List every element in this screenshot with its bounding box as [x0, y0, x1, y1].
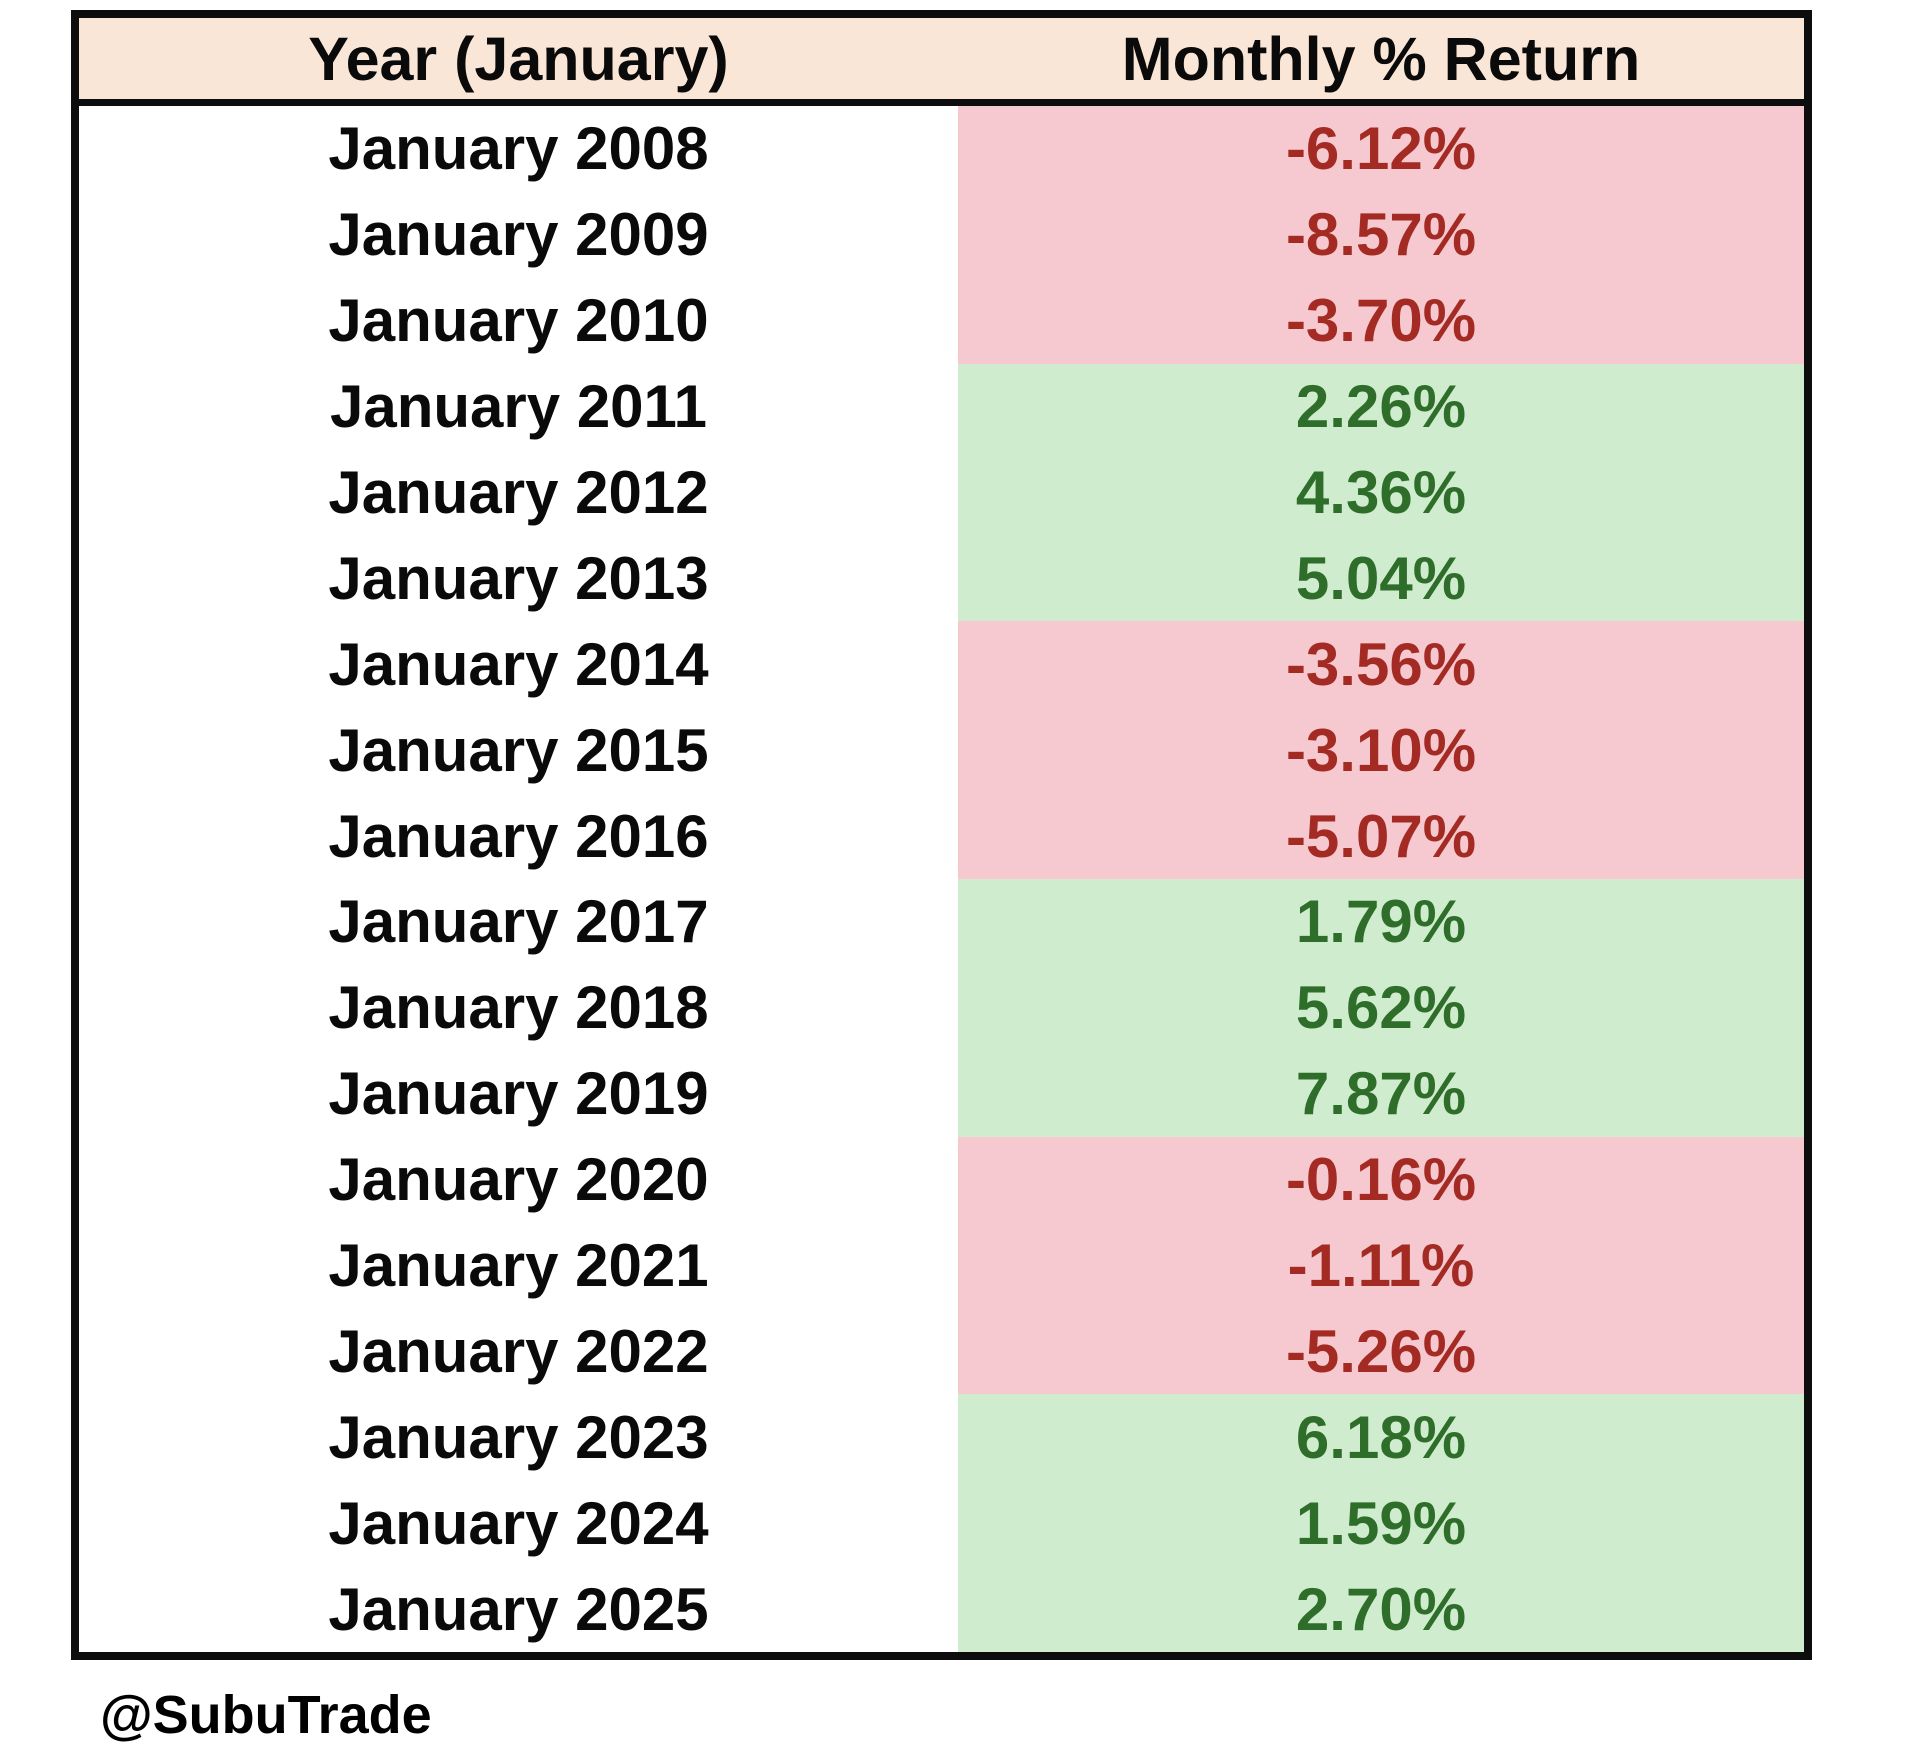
return-cell: 7.87%: [958, 1050, 1804, 1137]
year-cell: January 2008: [79, 106, 958, 192]
year-cell: January 2018: [79, 964, 958, 1051]
return-cell: 6.18%: [958, 1394, 1804, 1481]
table-row: January 2008 -6.12%: [79, 106, 1804, 192]
table-body: January 2008 -6.12% January 2009 -8.57% …: [79, 106, 1804, 1653]
return-cell: 5.04%: [958, 535, 1804, 622]
year-cell: January 2024: [79, 1480, 958, 1567]
year-cell: January 2010: [79, 277, 958, 364]
year-cell: January 2023: [79, 1394, 958, 1481]
year-cell: January 2016: [79, 793, 958, 880]
table-row: January 2010 -3.70%: [79, 277, 1804, 364]
table-row: January 2020 -0.16%: [79, 1136, 1804, 1223]
table-header-row: Year (January) Monthly % Return: [79, 18, 1804, 106]
table-row: January 2016 -5.07%: [79, 793, 1804, 880]
table-row: January 2021 -1.11%: [79, 1222, 1804, 1309]
return-cell: 2.26%: [958, 363, 1804, 450]
table-row: January 2024 1.59%: [79, 1480, 1804, 1567]
year-cell: January 2015: [79, 707, 958, 794]
return-cell: -3.10%: [958, 707, 1804, 794]
table-row: January 2018 5.62%: [79, 964, 1804, 1051]
table-row: January 2012 4.36%: [79, 449, 1804, 536]
table-row: January 2013 5.04%: [79, 535, 1804, 622]
year-cell: January 2022: [79, 1308, 958, 1395]
table-row: January 2014 -3.56%: [79, 621, 1804, 708]
year-cell: January 2009: [79, 191, 958, 278]
table-row: January 2019 7.87%: [79, 1050, 1804, 1137]
year-cell: January 2017: [79, 879, 958, 965]
return-cell: -8.57%: [958, 191, 1804, 278]
return-cell: -0.16%: [958, 1136, 1804, 1223]
year-cell: January 2025: [79, 1566, 958, 1653]
year-cell: January 2019: [79, 1050, 958, 1137]
table-row: January 2009 -8.57%: [79, 191, 1804, 278]
table-row: January 2022 -5.26%: [79, 1308, 1804, 1395]
return-cell: -6.12%: [958, 106, 1804, 192]
table-row: January 2017 1.79%: [79, 879, 1804, 965]
table-row: January 2025 2.70%: [79, 1566, 1804, 1653]
return-cell: 5.62%: [958, 964, 1804, 1051]
return-cell: 1.79%: [958, 879, 1804, 965]
monthly-return-table: Year (January) Monthly % Return January …: [71, 10, 1812, 1661]
return-cell: 1.59%: [958, 1480, 1804, 1567]
year-column-header: Year (January): [308, 24, 729, 93]
return-cell: -1.11%: [958, 1222, 1804, 1309]
return-cell: -5.07%: [958, 793, 1804, 880]
year-cell: January 2020: [79, 1136, 958, 1223]
year-cell: January 2013: [79, 535, 958, 622]
return-cell: 2.70%: [958, 1566, 1804, 1653]
return-cell: -3.56%: [958, 621, 1804, 708]
table-row: January 2023 6.18%: [79, 1394, 1804, 1481]
return-column-header: Monthly % Return: [1121, 24, 1641, 93]
table-row: January 2015 -3.10%: [79, 707, 1804, 794]
watermark-handle: @SubuTrade: [100, 1685, 432, 1745]
table-row: January 2011 2.26%: [79, 363, 1804, 450]
return-cell: -3.70%: [958, 277, 1804, 364]
year-cell: January 2011: [79, 363, 958, 450]
return-cell: -5.26%: [958, 1308, 1804, 1395]
year-cell: January 2014: [79, 621, 958, 708]
year-cell: January 2012: [79, 449, 958, 536]
return-cell: 4.36%: [958, 449, 1804, 536]
year-cell: January 2021: [79, 1222, 958, 1309]
